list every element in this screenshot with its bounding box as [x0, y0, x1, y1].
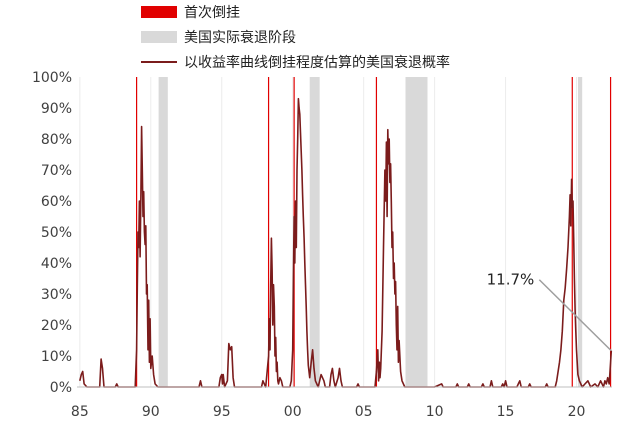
y-tick-label: 90%: [41, 101, 72, 117]
recession-band: [158, 77, 168, 387]
annotation-leader-line: [538, 279, 612, 352]
y-tick-label: 20%: [41, 318, 72, 334]
y-tick-label: 80%: [41, 132, 72, 148]
x-tick-label: 85: [71, 404, 89, 420]
legend: 首次倒挂 美国实际衰退阶段 以收益率曲线倒挂程度估算的美国衰退概率: [141, 5, 450, 71]
x-axis-ticks: 85 90 95 00 05 10 15 20: [71, 404, 586, 420]
gridlines: [79, 77, 578, 387]
y-tick-label: 10%: [41, 349, 72, 365]
recession-band: [309, 77, 320, 387]
y-tick-label: 50%: [41, 225, 72, 241]
first-inversion-lines: [136, 77, 612, 387]
recession-bands: [158, 77, 583, 387]
legend-label-recession: 美国实际衰退阶段: [184, 29, 296, 46]
legend-swatch-first-inversion: [141, 6, 177, 18]
y-tick-label: 0%: [50, 380, 72, 396]
y-tick-label: 40%: [41, 256, 72, 272]
recession-band: [405, 77, 428, 387]
legend-swatch-recession: [141, 31, 177, 43]
annotation: 11.7%: [487, 271, 612, 352]
y-axis-ticks: 0% 10% 20% 30% 40% 50% 60% 70% 80% 90% 100%: [32, 70, 72, 396]
x-tick-label: 15: [497, 404, 515, 420]
y-tick-label: 100%: [32, 70, 72, 86]
y-tick-label: 60%: [41, 194, 72, 210]
x-tick-label: 10: [426, 404, 444, 420]
x-tick-label: 05: [355, 404, 373, 420]
y-tick-label: 70%: [41, 163, 72, 179]
legend-label-first-inversion: 首次倒挂: [184, 5, 240, 21]
legend-label-probability: 以收益率曲线倒挂程度估算的美国衰退概率: [184, 54, 450, 71]
x-tick-label: 95: [213, 404, 231, 420]
y-tick-label: 30%: [41, 287, 72, 303]
recession-band: [577, 77, 583, 387]
x-tick-label: 00: [284, 404, 302, 420]
annotation-label: 11.7%: [487, 271, 535, 289]
x-tick-label: 90: [142, 404, 160, 420]
x-tick-label: 20: [568, 404, 586, 420]
